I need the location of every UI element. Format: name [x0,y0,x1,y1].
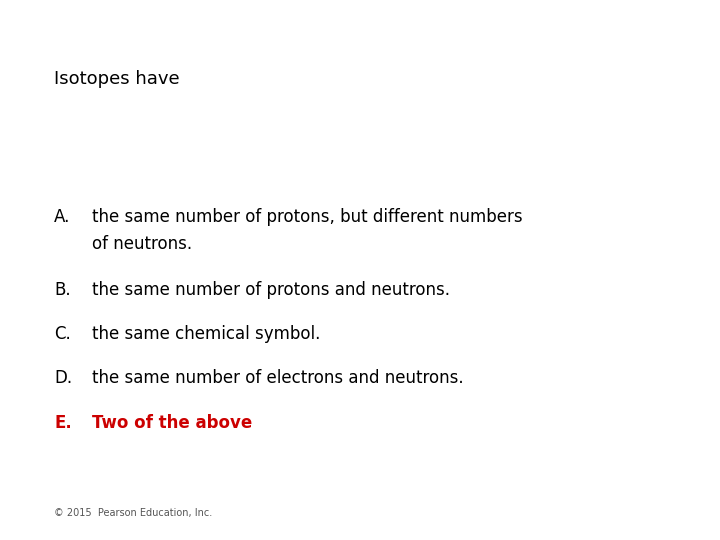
Text: B.: B. [54,281,71,299]
Text: Isotopes have: Isotopes have [54,70,179,88]
Text: the same number of protons, but different numbers: the same number of protons, but differen… [92,208,523,226]
Text: the same number of electrons and neutrons.: the same number of electrons and neutron… [92,369,464,387]
Text: the same chemical symbol.: the same chemical symbol. [92,325,320,343]
Text: A.: A. [54,208,71,226]
Text: C.: C. [54,325,71,343]
Text: of neutrons.: of neutrons. [92,235,192,253]
Text: D.: D. [54,369,72,387]
Text: © 2015  Pearson Education, Inc.: © 2015 Pearson Education, Inc. [54,508,212,518]
Text: the same number of protons and neutrons.: the same number of protons and neutrons. [92,281,450,299]
Text: Two of the above: Two of the above [92,414,253,431]
Text: E.: E. [54,414,72,431]
